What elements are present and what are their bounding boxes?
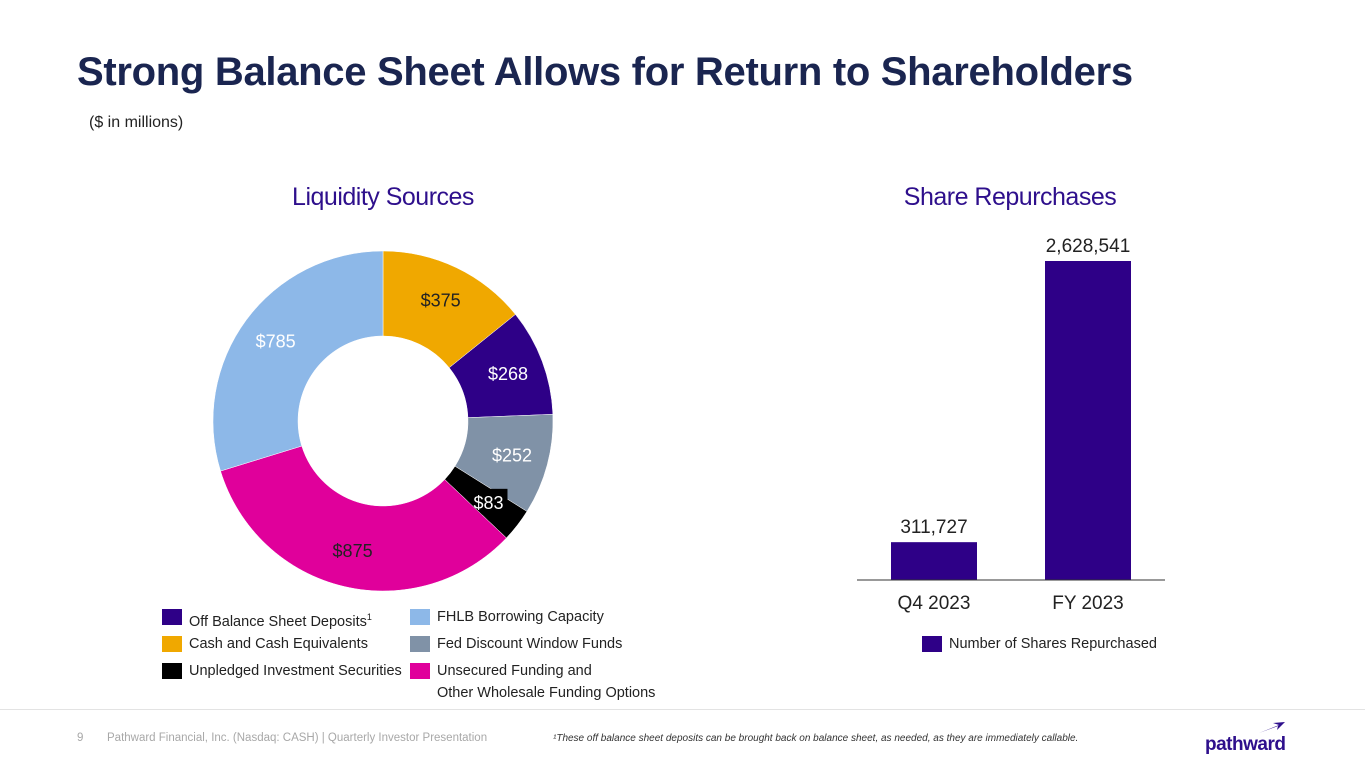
logo-arrow-icon bbox=[1259, 722, 1285, 733]
units-note: ($ in millions) bbox=[89, 114, 184, 131]
donut-data-label: $83 bbox=[473, 493, 503, 513]
donut-data-label: $875 bbox=[333, 541, 373, 561]
legend-label: FHLB Borrowing Capacity bbox=[437, 609, 604, 625]
footer-divider bbox=[0, 709, 1365, 710]
page-number: 9 bbox=[77, 732, 84, 744]
legend-swatch bbox=[162, 609, 182, 625]
x-tick-label: Q4 2023 bbox=[898, 593, 971, 614]
logo-wordmark: pathward bbox=[1205, 734, 1286, 755]
legend-label: Off Balance Sheet Deposits bbox=[189, 613, 367, 630]
x-tick-label: FY 2023 bbox=[1052, 593, 1123, 614]
legend-swatch bbox=[410, 636, 430, 652]
bar-data-label: 2,628,541 bbox=[1046, 236, 1131, 257]
liquidity-chart-title: Liquidity Sources bbox=[292, 183, 474, 211]
legend-label-line2: Other Wholesale Funding Options bbox=[437, 685, 656, 701]
legend-swatch bbox=[410, 609, 430, 625]
bar-fy-2023 bbox=[1045, 261, 1131, 580]
donut-slice-fhlb-borrowing-capacity bbox=[212, 250, 384, 472]
pathward-logo: pathward bbox=[1205, 721, 1295, 755]
donut-data-label: $252 bbox=[492, 445, 532, 465]
donut-data-label: $268 bbox=[488, 364, 528, 384]
footer-company: Pathward Financial, Inc. (Nasdaq: CASH) … bbox=[107, 732, 488, 744]
footnote-marker: 1 bbox=[366, 612, 372, 622]
legend-label: Unsecured Funding and bbox=[437, 663, 592, 679]
legend-swatch bbox=[922, 636, 942, 652]
legend-label: Number of Shares Repurchased bbox=[949, 636, 1157, 652]
donut-slice-unsecured-funding-and-other-wholesale-funding-options bbox=[220, 445, 507, 592]
footnote: ¹These off balance sheet deposits can be… bbox=[553, 733, 1079, 744]
legend-label: Fed Discount Window Funds bbox=[437, 636, 623, 652]
legend-label: Cash and Cash Equivalents bbox=[189, 636, 368, 652]
legend-swatch bbox=[162, 663, 182, 679]
donut-data-label: $785 bbox=[256, 332, 296, 352]
legend-swatch bbox=[162, 636, 182, 652]
legend-swatch bbox=[410, 663, 430, 679]
donut-data-label: $375 bbox=[421, 291, 461, 311]
share-repurchases-chart-title: Share Repurchases bbox=[903, 183, 1117, 211]
bar-q4-2023 bbox=[891, 542, 977, 580]
page-title: Strong Balance Sheet Allows for Return t… bbox=[77, 50, 1133, 94]
bar-data-label: 311,727 bbox=[900, 517, 967, 538]
legend-label: Unpledged Investment Securities bbox=[189, 663, 402, 679]
